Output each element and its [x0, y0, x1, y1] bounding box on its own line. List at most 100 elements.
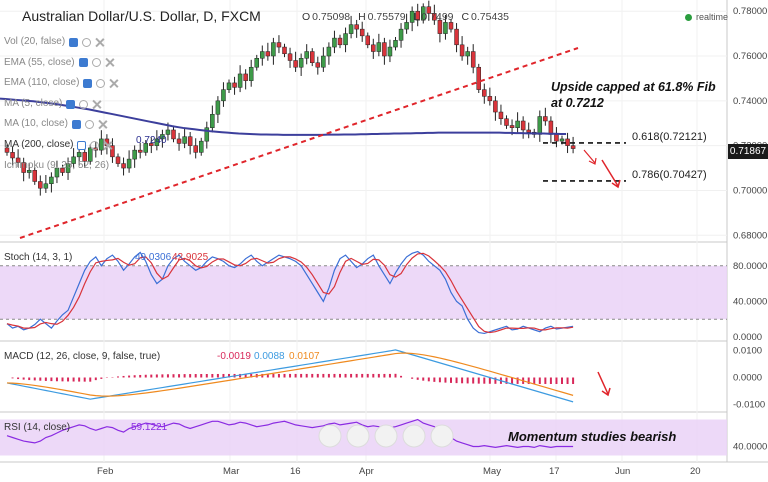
macd-tick-label: 0.0100: [733, 345, 762, 356]
candle-body: [176, 138, 182, 144]
price-tick-label: 0.76000: [733, 51, 767, 62]
momentum-note: Momentum studies bearish: [508, 429, 677, 444]
gear-icon[interactable]: [79, 99, 89, 109]
stoch-k-value: 49.0306: [135, 252, 172, 263]
ohlc-readout: O 0.75098 H 0.75579 L 0.7499 C 0.75435: [302, 11, 514, 23]
nav-control-button: [346, 424, 370, 448]
gear-icon[interactable]: [96, 78, 106, 88]
study-row-ema110[interactable]: EMA (110, close): [4, 73, 118, 94]
stoch-label: Stoch (14, 3, 1): [4, 252, 73, 263]
candle-body: [115, 156, 121, 164]
price-tick-label: 0.78000: [733, 6, 767, 17]
candle-body: [304, 51, 309, 59]
ohlc-h-value: 0.75579: [367, 11, 406, 23]
candle-body: [254, 58, 259, 68]
eye-icon[interactable]: [78, 58, 88, 68]
candle-body: [476, 66, 481, 90]
candle-body: [243, 73, 248, 81]
eye-icon[interactable]: [83, 78, 93, 88]
fib-618-label: 0.618(0.72121): [632, 131, 707, 143]
candle-body: [293, 60, 298, 68]
candle-body: [515, 120, 520, 128]
candle-body: [82, 152, 87, 162]
close-icon[interactable]: [95, 38, 104, 47]
eye-icon[interactable]: [77, 140, 87, 150]
candle-body: [426, 6, 432, 14]
close-icon[interactable]: [103, 141, 112, 150]
fib-note-line2: at 0.7212: [551, 96, 604, 110]
realtime-label[interactable]: realtime: [696, 12, 729, 22]
candle-body: [160, 134, 165, 140]
candle-body: [409, 10, 415, 23]
study-label: MA (5, close): [4, 97, 63, 109]
study-row-ma5[interactable]: MA (5, close): [4, 94, 118, 115]
nav-control-button: [430, 424, 454, 448]
candle-body: [387, 46, 393, 57]
candle-body: [448, 22, 454, 30]
nav-control-button: [402, 424, 426, 448]
ohlc-o-key: O: [302, 11, 311, 23]
candle-body: [149, 143, 154, 146]
close-icon[interactable]: [109, 79, 118, 88]
candle-body: [315, 62, 321, 68]
candle-body: [432, 13, 437, 21]
time-tick-label: Mar: [223, 466, 239, 477]
price-tick-label: 0.68000: [733, 230, 767, 241]
candle-body: [465, 51, 470, 57]
candle-body: [132, 149, 137, 160]
study-row-vol[interactable]: Vol (20, false): [4, 32, 118, 53]
stoch-k-line: [6, 250, 574, 335]
rsi-line: [6, 418, 574, 449]
candle-body: [54, 167, 60, 178]
study-label: EMA (55, close): [4, 56, 75, 68]
candle-body: [548, 120, 554, 135]
stoch-d-value: 42.9025: [172, 252, 209, 263]
candle-body: [337, 37, 343, 46]
candle-body: [537, 116, 543, 135]
candle-body: [199, 140, 204, 153]
axes: 0.780000.760000.740000.720000.700000.680…: [97, 6, 767, 477]
candle-body: [421, 6, 426, 21]
candle-body: [359, 28, 365, 37]
candle-body: [49, 176, 54, 184]
candle-body: [282, 46, 287, 55]
gear-icon[interactable]: [84, 120, 94, 130]
gear-icon[interactable]: [91, 58, 101, 68]
study-label: EMA (110, close): [4, 77, 80, 89]
time-tick-label: May: [483, 466, 501, 477]
eye-icon[interactable]: [66, 99, 76, 109]
study-row-ema55[interactable]: EMA (55, close): [4, 53, 118, 74]
eye-icon[interactable]: [71, 120, 81, 130]
candle-body: [565, 138, 570, 146]
stoch-band: [0, 265, 727, 320]
candle-body: [88, 147, 93, 162]
close-icon[interactable]: [105, 58, 114, 67]
study-row-ma200[interactable]: MA (200, close): [4, 135, 118, 156]
candle-body: [71, 156, 76, 164]
ohlc-h-key: H: [358, 11, 366, 23]
eye-icon[interactable]: [69, 37, 79, 47]
close-icon[interactable]: [92, 100, 101, 109]
candle-body: [382, 42, 387, 57]
study-row-ma10[interactable]: MA (10, close): [4, 114, 118, 135]
candle-body: [487, 96, 493, 102]
fib-note-line1: Upside capped at 61.8% Fib: [551, 80, 716, 94]
candle-body: [165, 129, 171, 135]
macd-pane: [6, 349, 611, 403]
time-tick-label: Feb: [97, 466, 113, 477]
price-tick-label: 0.74000: [733, 96, 767, 107]
gear-icon[interactable]: [82, 37, 92, 47]
studies-legend: Vol (20, false) EMA (55, close) EMA (110…: [4, 32, 118, 176]
candle-body: [4, 147, 10, 153]
gear-icon[interactable]: [90, 140, 100, 150]
candle-body: [154, 138, 160, 146]
study-row-ichimoku[interactable]: Ichimoku (9, 26, 52, 26): [4, 156, 118, 177]
candle-body: [15, 157, 21, 163]
rsi-tick-label: 40.0000: [733, 442, 767, 453]
close-icon[interactable]: [98, 120, 107, 129]
time-tick-label: 17: [549, 466, 560, 477]
stoch-d-line: [6, 252, 574, 334]
time-tick-label: Jun: [615, 466, 630, 477]
price-pane: [0, 0, 626, 239]
